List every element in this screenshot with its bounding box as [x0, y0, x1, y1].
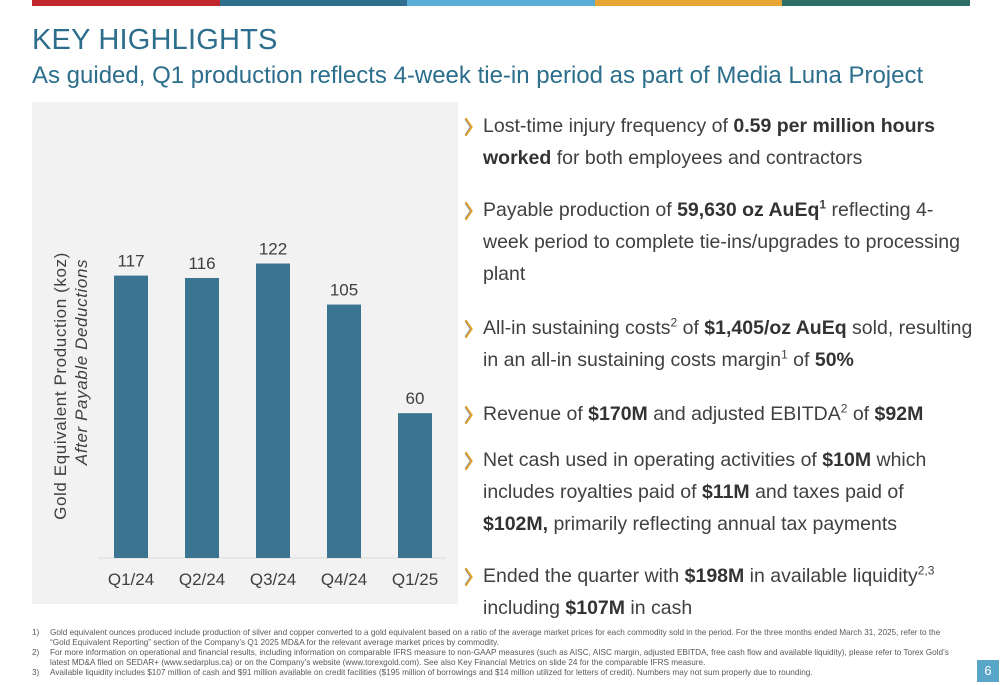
footnote-text: Available liquidity includes $107 millio…	[50, 668, 813, 677]
highlight-fragment: Ended the quarter with	[483, 565, 685, 587]
highlight-fragment: Revenue of	[483, 403, 589, 425]
highlight-item: Revenue of $170M and adjusted EBITDA2 of…	[464, 398, 974, 430]
footnote-number: 3)	[32, 668, 40, 677]
highlight-fragment: Lost-time injury frequency of	[483, 115, 734, 137]
highlight-emphasis: $102M,	[483, 513, 549, 535]
superscript-ref: 1	[781, 347, 788, 362]
highlight-emphasis: $10M	[822, 449, 872, 471]
bar-data-label: 116	[188, 254, 215, 273]
highlight-text: All-in sustaining costs2 of $1,405/oz Au…	[483, 315, 973, 372]
y-axis-label: Gold Equivalent Production (koz)	[51, 252, 70, 520]
highlight-text: Ended the quarter with $198M in availabl…	[483, 563, 935, 620]
highlight-fragment: sold, resulting in an all-in sustaining …	[483, 317, 973, 371]
top-bar-segment	[32, 0, 220, 6]
highlight-fragment: Net cash used in operating activities of	[483, 449, 823, 471]
highlight-emphasis: $170M	[588, 403, 648, 425]
highlight-fragment: All-in sustaining costs	[483, 317, 671, 339]
top-color-bar	[32, 0, 970, 6]
highlight-fragment: of	[847, 403, 875, 425]
x-tick-label: Q3/24	[250, 570, 296, 589]
top-bar-segment	[782, 0, 970, 6]
superscript-ref: 1	[819, 197, 827, 212]
bar-q2-24	[185, 278, 219, 558]
x-tick-label: Q4/24	[321, 570, 367, 589]
highlight-fragment: which includes royalties paid of	[483, 449, 927, 503]
x-tick-label: Q2/24	[179, 570, 225, 589]
chevron-icon	[464, 403, 474, 425]
footnote: 2) For more information on operational an…	[32, 648, 962, 668]
highlight-text: Revenue of $170M and adjusted EBITDA2 of…	[483, 401, 924, 426]
highlight-fragment: reflecting 4-week period to complete tie…	[483, 199, 960, 285]
highlight-fragment: of	[787, 349, 815, 371]
page-number: 6	[977, 660, 999, 682]
superscript-ref: 2,3	[917, 563, 935, 578]
footnote-number: 1)	[32, 628, 40, 637]
chevron-icon	[464, 115, 474, 137]
highlight-emphasis: $92M	[874, 403, 924, 425]
highlight-emphasis: $11M	[701, 481, 750, 503]
highlight-emphasis: $198M	[684, 565, 745, 587]
highlight-fragment: primarily reflecting annual tax payments	[548, 513, 898, 535]
bar-q3-24	[256, 263, 290, 558]
highlight-emphasis: 59,630 oz AuEq	[677, 199, 820, 221]
highlight-item: Payable production of 59,630 oz AuEq1 re…	[464, 194, 974, 290]
highlight-fragment: Payable production of	[483, 199, 678, 221]
footnotes: 1) Gold equivalent ounces produced includ…	[32, 628, 962, 678]
highlight-fragment: in available liquidity	[744, 565, 918, 587]
highlight-fragment: for both employees and contractors	[551, 147, 863, 169]
bar-data-label: 122	[259, 240, 287, 259]
footnote: 3) Available liquidity includes $107 mill…	[32, 668, 962, 678]
superscript-ref: 2	[670, 315, 678, 330]
slide-subtitle: As guided, Q1 production reflects 4-week…	[32, 62, 924, 89]
chevron-icon	[464, 449, 474, 471]
bar-data-label: 60	[406, 389, 425, 408]
x-tick-label: Q1/24	[108, 570, 154, 589]
superscript-ref: 2	[840, 401, 848, 416]
highlight-text: Lost-time injury frequency of 0.59 per m…	[483, 115, 935, 169]
highlight-item: Ended the quarter with $198M in availabl…	[464, 560, 974, 624]
footnote-text: For more information on operational and …	[50, 648, 949, 667]
highlight-item: Net cash used in operating activities of…	[464, 444, 974, 540]
bar-q4-24	[327, 304, 361, 558]
bar-data-label: 105	[330, 281, 358, 300]
bar-q1-24	[114, 275, 148, 558]
x-tick-label: Q1/25	[392, 570, 438, 589]
chevron-icon	[464, 565, 474, 587]
chevron-icon	[464, 199, 474, 221]
highlight-fragment: including	[483, 597, 566, 619]
y-axis-sublabel: After Payable Deductions	[72, 259, 91, 466]
highlight-text: Payable production of 59,630 oz AuEq1 re…	[483, 197, 960, 286]
highlight-fragment: and adjusted EBITDA	[647, 403, 841, 425]
highlight-emphasis: 0.59 per million hours worked	[483, 115, 935, 169]
highlight-fragment: in cash	[625, 597, 693, 619]
top-bar-segment	[219, 0, 408, 6]
footnote-text: Gold equivalent ounces produced include …	[50, 628, 941, 647]
highlight-item: Lost-time injury frequency of 0.59 per m…	[464, 110, 974, 174]
highlight-fragment: and taxes paid of	[749, 481, 904, 503]
footnote: 1) Gold equivalent ounces produced includ…	[32, 628, 962, 648]
slide-title: KEY HIGHLIGHTS	[32, 24, 278, 56]
highlights-list: Lost-time injury frequency of 0.59 per m…	[464, 110, 974, 644]
bar-q1-25	[398, 413, 432, 558]
highlight-fragment: of	[677, 317, 705, 339]
production-chart-panel: 117 Q1/24 116 Q2/24 122 Q3/24 105 Q4/24 60 Q1/25 G…	[32, 102, 458, 604]
highlight-text: Net cash used in operating activities of…	[483, 449, 926, 535]
highlight-emphasis: $107M	[565, 597, 626, 619]
chevron-icon	[464, 317, 474, 339]
bar-data-label: 117	[117, 252, 144, 271]
production-bar-chart: 117 Q1/24 116 Q2/24 122 Q3/24 105 Q4/24 60 Q1/25 G…	[51, 240, 446, 589]
highlight-item: All-in sustaining costs2 of $1,405/oz Au…	[464, 312, 974, 376]
top-bar-segment	[594, 0, 783, 6]
footnote-number: 2)	[32, 648, 40, 657]
highlight-emphasis: 50%	[814, 349, 854, 371]
top-bar-segment	[407, 0, 595, 6]
highlight-emphasis: $1,405/oz AuEq	[704, 317, 847, 339]
